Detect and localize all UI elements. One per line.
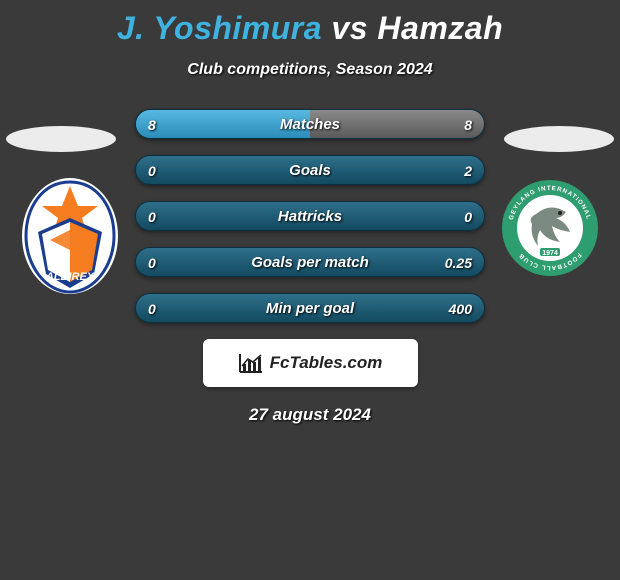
subtitle: Club competitions, Season 2024 (0, 61, 620, 79)
stat-label: Matches (136, 110, 484, 140)
svg-text:ALBIREX: ALBIREX (45, 271, 95, 283)
player1-name: J. Yoshimura (117, 10, 322, 46)
stat-label: Hattricks (136, 202, 484, 232)
player2-club-crest: 1974 GEYLANG INTERNATIONAL FOOTBALL CLUB (500, 178, 600, 283)
stat-row-hattricks: 0 Hattricks 0 (135, 201, 485, 231)
stat-value-right: 8 (464, 110, 472, 140)
vs-text: vs (331, 10, 368, 46)
stat-row-goals: 0 Goals 2 (135, 155, 485, 185)
stat-value-right: 400 (449, 294, 472, 324)
svg-text:1974: 1974 (542, 250, 558, 257)
stat-row-mpg: 0 Min per goal 400 (135, 293, 485, 323)
player2-team-oval (504, 126, 614, 152)
stat-value-right: 2 (464, 156, 472, 186)
geylang-crest-icon: 1974 GEYLANG INTERNATIONAL FOOTBALL CLUB (500, 178, 600, 278)
player2-name: Hamzah (377, 10, 503, 46)
player1-team-oval (6, 126, 116, 152)
albirex-crest-icon: ALBIREX (20, 178, 120, 298)
stat-label: Goals per match (136, 248, 484, 278)
stat-value-right: 0.25 (445, 248, 472, 278)
comparison-title: J. Yoshimura vs Hamzah (0, 0, 620, 47)
footer-brand-text: FcTables.com (270, 353, 383, 373)
date-text: 27 august 2024 (0, 405, 620, 425)
stat-row-matches: 8 Matches 8 (135, 109, 485, 139)
stat-label: Goals (136, 156, 484, 186)
stat-label: Min per goal (136, 294, 484, 324)
stat-row-gpm: 0 Goals per match 0.25 (135, 247, 485, 277)
bar-chart-icon (238, 352, 264, 374)
stats-bars: 8 Matches 8 0 Goals 2 0 Hattricks 0 0 Go… (135, 109, 485, 323)
footer-brand-badge[interactable]: FcTables.com (203, 339, 418, 387)
player1-club-crest: ALBIREX (20, 178, 120, 303)
stat-value-right: 0 (464, 202, 472, 232)
